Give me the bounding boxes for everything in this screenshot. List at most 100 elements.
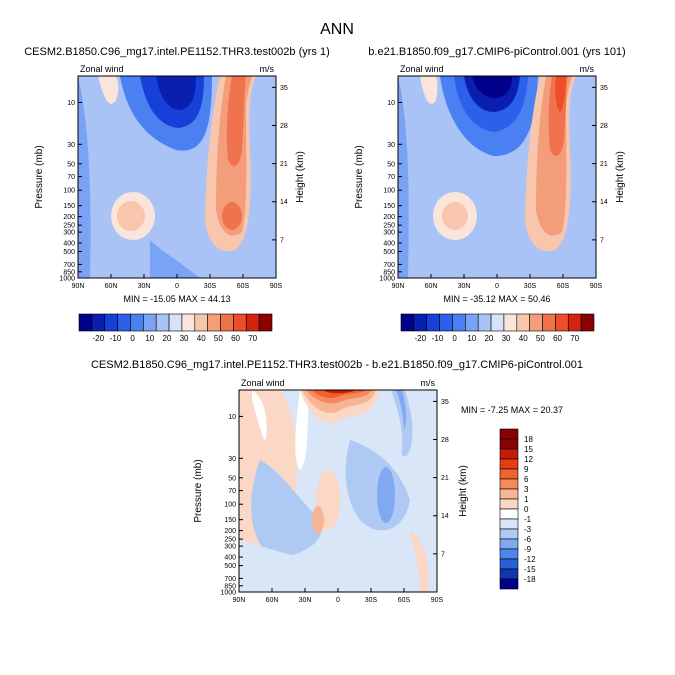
panel-2-y2label: Height (km) — [615, 151, 626, 203]
y-tick-label: 100 — [63, 188, 75, 195]
colorbar-swatch — [542, 313, 556, 332]
colorbar-swatch — [499, 538, 519, 550]
x-tick-label: 60S — [398, 597, 411, 604]
panel-2-contours — [398, 76, 596, 278]
y-tick-label: 10 — [387, 100, 395, 107]
colorbar-swatch — [130, 313, 144, 332]
colorbar-label: 50 — [536, 334, 545, 343]
colorbar-swatch — [439, 313, 453, 332]
y2-tick-label: 7 — [600, 237, 604, 244]
colorbar-label: -18 — [524, 575, 536, 584]
x-tick-label: 30S — [524, 283, 537, 290]
y-tick-label: 70 — [67, 174, 75, 181]
x-tick-label: 30N — [138, 283, 151, 290]
colorbar-label: 1 — [524, 495, 529, 504]
y-tick-label: 700 — [224, 576, 236, 583]
colorbar-swatch — [91, 313, 106, 332]
colorbar-label: 10 — [145, 334, 154, 343]
y-tick-label: 300 — [383, 230, 395, 237]
y-tick-label: 500 — [224, 563, 236, 570]
y-tick-label: 150 — [63, 203, 75, 210]
panel-2-title: b.e21.B1850.f09_g17.CMIP6-piControl.001 … — [368, 46, 625, 58]
y2-tick-label: 14 — [441, 513, 449, 520]
colorbar-label: 0 — [452, 334, 457, 343]
y-tick-label: 700 — [63, 262, 75, 269]
y-tick-label: 30 — [387, 142, 395, 149]
panel-1: CESM2.B1850.C96_mg17.intel.PE1152.THR3.t… — [24, 46, 330, 343]
colorbar-swatch — [499, 478, 519, 490]
panel-2-colorbar: -20 -10 0 10 20 30 40 50 60 70 — [400, 313, 595, 343]
colorbar-swatch — [555, 313, 569, 332]
colorbar-swatch — [529, 313, 543, 332]
y-tick-label: 400 — [224, 555, 236, 562]
y2-tick-label: 35 — [600, 85, 608, 92]
y-tick-label: 400 — [383, 241, 395, 248]
panel-3-title: CESM2.B1850.C96_mg17.intel.PE1152.THR3.t… — [91, 359, 583, 371]
colorbar-swatch — [78, 313, 93, 332]
y-tick-label: 200 — [63, 214, 75, 221]
colorbar-label: 10 — [467, 334, 476, 343]
colorbar-swatch — [233, 313, 247, 332]
panel-1-minmax: MIN = -15.05 MAX = 44.13 — [123, 294, 230, 304]
x-tick-label: 60N — [266, 597, 279, 604]
y-tick-label: 1000 — [220, 590, 236, 597]
colorbar-swatch — [155, 313, 170, 332]
x-tick-label: 60S — [237, 283, 250, 290]
y-tick-label: 250 — [383, 223, 395, 230]
colorbar-label: 0 — [524, 505, 529, 514]
colorbar-swatch — [567, 313, 582, 332]
panel-1-contours — [78, 76, 276, 278]
colorbar-label: 60 — [231, 334, 240, 343]
x-tick-label: 90S — [431, 597, 444, 604]
x-tick-label: 30S — [365, 597, 378, 604]
panel-3-left-label: Zonal wind — [241, 378, 285, 388]
colorbar-label: 40 — [197, 334, 206, 343]
y-tick-label: 200 — [383, 214, 395, 221]
colorbar-swatch — [499, 578, 519, 590]
colorbar-swatch — [477, 313, 492, 332]
colorbar-label: 70 — [570, 334, 579, 343]
colorbar-swatch — [499, 438, 519, 450]
colorbar-swatch — [220, 313, 234, 332]
x-tick-label: 90S — [270, 283, 283, 290]
colorbar-label: -9 — [524, 545, 532, 554]
colorbar-swatch — [499, 528, 519, 540]
x-tick-label: 0 — [495, 283, 499, 290]
y2-tick-label: 21 — [280, 161, 288, 168]
y-tick-label: 70 — [228, 488, 236, 495]
y-tick-label: 70 — [387, 174, 395, 181]
y-tick-label: 150 — [383, 203, 395, 210]
colorbar-swatch — [245, 313, 260, 332]
y2-tick-label: 21 — [600, 161, 608, 168]
x-tick-label: 30N — [458, 283, 471, 290]
colorbar-swatch — [499, 428, 519, 440]
x-tick-label: 90N — [233, 597, 246, 604]
colorbar-label: -20 — [93, 334, 105, 343]
colorbar-swatch — [499, 498, 519, 510]
x-tick-label: 90N — [72, 283, 85, 290]
y2-tick-label: 28 — [280, 123, 288, 130]
y2-tick-label: 21 — [441, 475, 449, 482]
y-tick-label: 50 — [387, 161, 395, 168]
panel-1-left-label: Zonal wind — [80, 64, 124, 74]
y-tick-label: 400 — [63, 241, 75, 248]
colorbar-swatch — [499, 468, 519, 480]
colorbar-swatch — [258, 313, 273, 332]
panel-2-minmax: MIN = -35.12 MAX = 50.46 — [443, 294, 550, 304]
y-tick-label: 850 — [383, 269, 395, 276]
y2-tick-label: 28 — [600, 123, 608, 130]
x-tick-label: 90S — [590, 283, 603, 290]
colorbar-swatch — [490, 313, 505, 332]
x-tick-label: 0 — [175, 283, 179, 290]
panel-1-y2label: Height (km) — [295, 151, 306, 203]
y-tick-label: 300 — [63, 230, 75, 237]
colorbar-label: -15 — [524, 565, 536, 574]
panel-3-minmax: MIN = -7.25 MAX = 20.37 — [461, 405, 563, 415]
y-tick-label: 150 — [224, 517, 236, 524]
colorbar-label: 50 — [214, 334, 223, 343]
colorbar-label: -1 — [524, 515, 532, 524]
panel-2-units: m/s — [580, 64, 595, 74]
colorbar-label: 9 — [524, 465, 529, 474]
